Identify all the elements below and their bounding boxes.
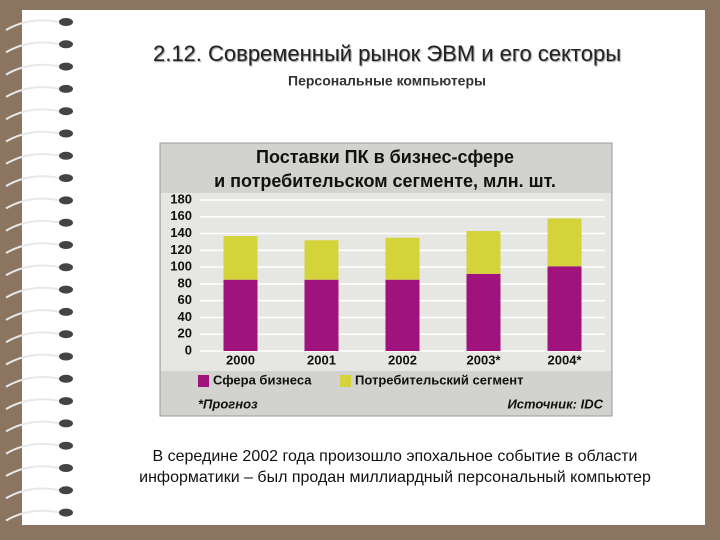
spiral-hole	[59, 419, 73, 428]
spiral-hole	[59, 441, 73, 450]
bar	[223, 236, 258, 280]
chart-title: и потребительском сегменте, млн. шт.	[214, 171, 556, 191]
spiral-coil	[5, 41, 61, 54]
spiral-hole	[59, 486, 73, 495]
spiral-hole	[59, 107, 73, 116]
x-tick-label: 2000	[226, 352, 255, 367]
spiral-hole	[59, 330, 73, 339]
spiral-hole	[59, 196, 73, 205]
spiral-coil	[5, 264, 61, 277]
spiral-coil	[5, 19, 61, 31]
spiral-coil	[5, 465, 61, 477]
slide-title: 2.12. Современный рынок ЭВМ и его сектор…	[153, 41, 621, 66]
spiral-coil	[5, 153, 61, 165]
spiral-hole	[59, 285, 73, 294]
spiral-hole	[59, 508, 73, 517]
legend-label: Потребительский сегмент	[355, 372, 523, 387]
y-tick-label: 180	[170, 191, 192, 206]
spiral-coil	[5, 242, 61, 254]
spiral-hole	[59, 352, 73, 361]
spiral-hole	[59, 84, 73, 93]
legend-label: Сфера бизнеса	[213, 372, 312, 387]
caption: В середине 2002 года произошло эпохально…	[139, 448, 651, 486]
spiral-hole	[59, 151, 73, 160]
y-tick-label: 20	[178, 326, 192, 341]
legend-swatch	[340, 375, 351, 387]
y-tick-label: 80	[178, 275, 192, 290]
spiral-hole	[59, 218, 73, 227]
spiral-hole	[59, 263, 73, 272]
spiral-hole	[59, 307, 73, 316]
bar	[547, 218, 582, 267]
bar	[223, 279, 258, 351]
spiral-hole	[59, 241, 73, 249]
bar	[385, 237, 420, 280]
spiral-hole	[59, 18, 73, 26]
x-tick-label: 2004*	[548, 352, 583, 367]
slide-subtitle: Персональные компьютеры	[288, 73, 486, 89]
spiral-coil	[5, 197, 61, 210]
x-tick-label: 2001	[307, 352, 336, 367]
chart-title: Поставки ПК в бизнес-сфере	[256, 147, 514, 167]
spiral-hole	[59, 464, 73, 472]
x-tick-label: 2003*	[467, 352, 502, 367]
y-tick-label: 160	[170, 208, 192, 223]
bar	[304, 279, 339, 351]
y-tick-label: 60	[178, 292, 192, 307]
spiral-hole	[59, 129, 73, 138]
spiral-coil	[5, 420, 61, 433]
spiral-coil	[5, 376, 61, 388]
x-tick-label: 2002	[388, 352, 417, 367]
spiral-coil	[5, 130, 61, 143]
spiral-coil	[5, 309, 61, 321]
bar	[304, 240, 339, 280]
spiral-hole	[59, 174, 73, 183]
legend-swatch	[198, 375, 209, 387]
y-tick-label: 140	[170, 225, 192, 240]
y-tick-label: 120	[170, 242, 192, 257]
spiral-coil	[5, 509, 61, 522]
source: Источник: IDC	[507, 396, 603, 411]
y-tick-label: 0	[185, 342, 192, 357]
spiral-coil	[5, 63, 61, 76]
spiral-coil	[5, 175, 61, 187]
bar	[466, 231, 501, 274]
bar	[385, 279, 420, 351]
spiral-coil	[5, 398, 61, 410]
y-tick-label: 40	[178, 309, 192, 324]
spiral-coil	[5, 86, 61, 98]
spiral-coil	[5, 286, 61, 299]
spiral-coil	[5, 219, 61, 232]
spiral-hole	[59, 374, 73, 383]
spiral-hole	[59, 40, 73, 49]
spiral-hole	[59, 62, 73, 71]
spiral-coil	[5, 442, 61, 455]
spiral-coil	[5, 331, 61, 344]
y-tick-label: 100	[170, 259, 192, 274]
bar	[466, 273, 501, 351]
spiral-coil	[5, 487, 61, 500]
spiral-coil	[5, 353, 61, 366]
bar	[547, 266, 582, 351]
spiral-hole	[59, 397, 73, 406]
footnote: *Прогноз	[198, 396, 258, 411]
spiral-coil	[5, 108, 61, 121]
